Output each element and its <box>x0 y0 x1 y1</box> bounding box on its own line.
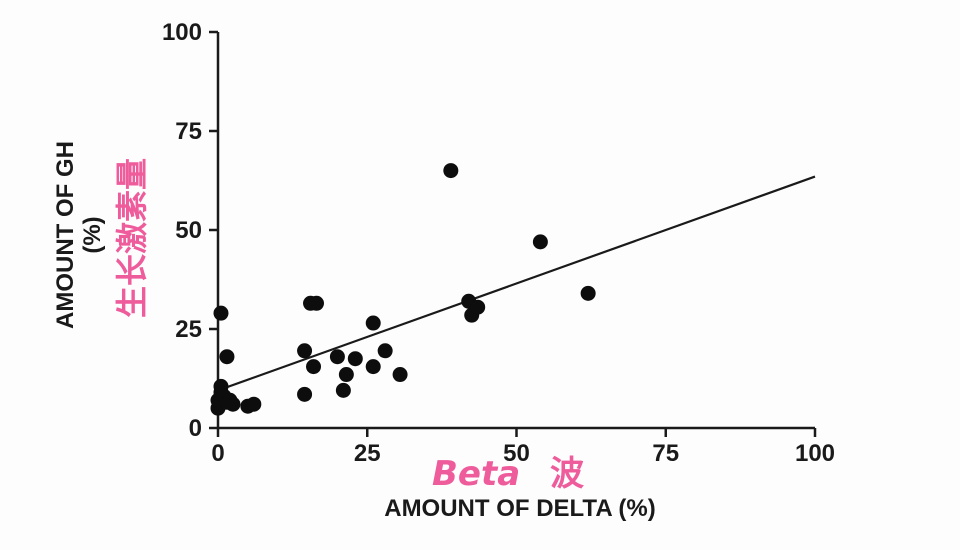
data-point <box>219 349 235 365</box>
data-points <box>210 163 596 416</box>
x-axis-title: AMOUNT OF DELTA (%) <box>384 495 656 522</box>
y-tick-label: 50 <box>175 217 202 244</box>
x-ticks: 0 25 50 75 100 <box>211 428 835 467</box>
data-point <box>306 359 322 375</box>
x-tick-label: 100 <box>795 440 835 467</box>
data-point <box>246 396 262 412</box>
data-point <box>377 343 393 359</box>
data-point <box>213 305 229 321</box>
x-tick-label: 25 <box>354 440 381 467</box>
x-tick-label: 75 <box>652 440 679 467</box>
y-axis-annotation-chinese: 生长激素量 <box>113 158 151 318</box>
x-axis-annotation-beta: Beta <box>432 454 520 494</box>
data-point <box>335 382 351 398</box>
y-ticks: 0 25 50 75 100 <box>162 19 218 442</box>
regression-line <box>217 175 816 392</box>
data-point <box>225 396 241 412</box>
data-point <box>347 351 363 367</box>
data-point <box>365 359 381 375</box>
data-point <box>532 234 548 250</box>
y-tick-label: 0 <box>189 415 202 442</box>
y-tick-label: 25 <box>175 316 202 343</box>
data-point <box>297 386 313 402</box>
x-axis-annotation-chinese: 波 <box>550 454 584 494</box>
y-tick-label: 100 <box>162 19 202 46</box>
data-point <box>580 285 596 301</box>
data-point <box>309 295 325 311</box>
y-axis-title-unit: (%) <box>79 216 106 253</box>
data-point <box>297 343 313 359</box>
x-tick-label: 0 <box>211 440 224 467</box>
data-point <box>338 367 354 383</box>
data-point <box>470 299 486 315</box>
x-tick-label: 50 <box>503 440 530 467</box>
y-tick-label: 75 <box>175 118 202 145</box>
data-point <box>392 367 408 383</box>
data-point <box>365 315 381 331</box>
data-point <box>329 349 345 365</box>
y-axis-title: AMOUNT OF GH <box>52 141 79 329</box>
data-point <box>443 163 459 179</box>
